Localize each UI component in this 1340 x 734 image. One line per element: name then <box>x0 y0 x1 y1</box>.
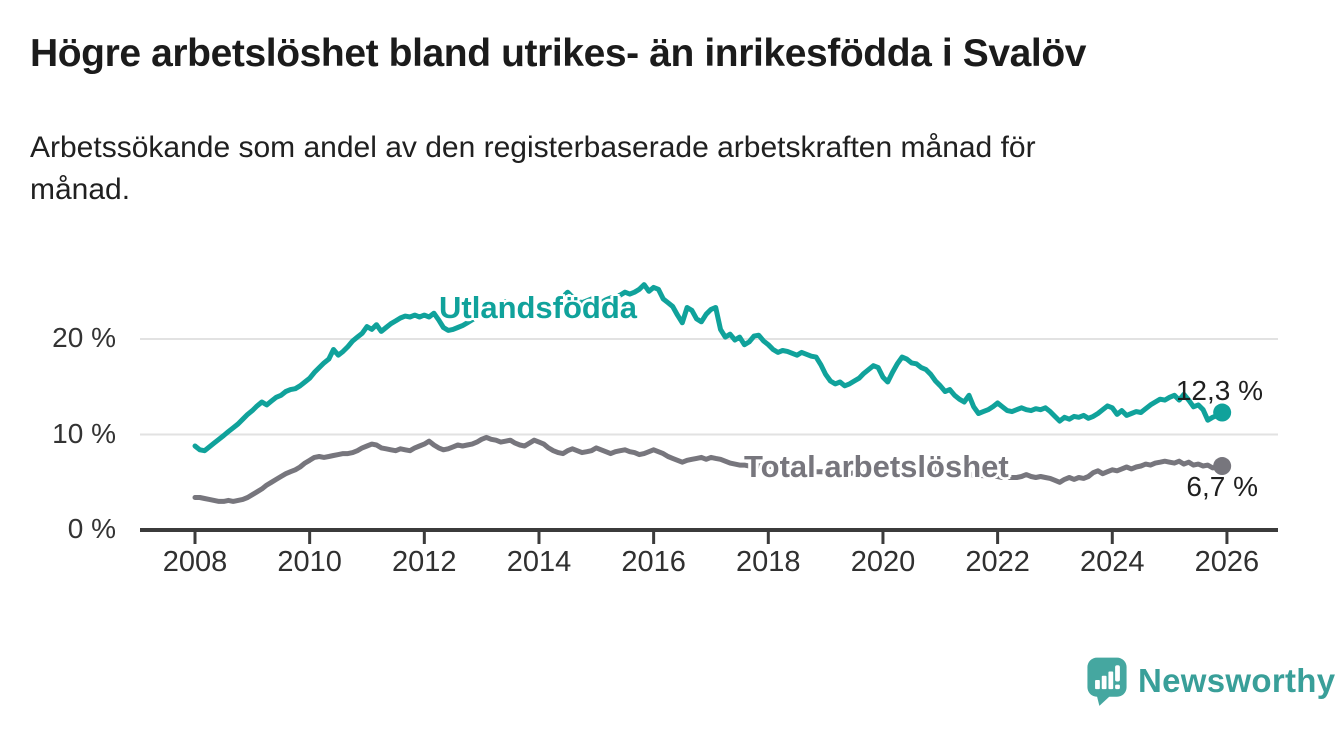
x-axis-tick-label: 2016 <box>621 546 686 578</box>
y-axis-tick-label: 0 % <box>67 513 116 544</box>
series-label-utlandsfodda: Utlandsfödda <box>439 290 638 325</box>
line-total-arbetsloshet <box>192 434 1225 504</box>
x-axis-tick-label: 2014 <box>506 546 572 578</box>
series-label-total-arbetsloshet: Total arbetslöshet <box>744 449 1009 484</box>
end-dot-utlandsfodda <box>1213 403 1232 422</box>
end-value-label-utlandsfodda: 12,3 % <box>1175 375 1263 406</box>
line-utlandsfodda <box>192 282 1225 454</box>
subtitle-line-2: månad. <box>30 173 131 206</box>
x-axis-tick-label: 2022 <box>965 546 1030 578</box>
x-axis-tick-label: 2024 <box>1080 546 1145 578</box>
subtitle-line-1: Arbetssökande som andel av den registerb… <box>30 131 1036 164</box>
x-axis-tick-label: 2026 <box>1194 546 1260 578</box>
x-axis-tick-label: 2020 <box>850 546 916 578</box>
x-axis-tick-label: 2018 <box>736 546 801 578</box>
end-value-label-total: 6,7 % <box>1186 471 1258 502</box>
x-axis-tick-label: 2012 <box>392 546 457 578</box>
chart-subtitle: Arbetssökande som andel av den registerb… <box>30 127 1250 211</box>
newsworthy-logo-text: Newsworthy <box>1138 662 1336 699</box>
y-axis-tick-label: 20 % <box>52 322 116 353</box>
page-title: Högre arbetslöshet bland utrikes- än inr… <box>30 32 1087 75</box>
bar-chart-speech-bubble-icon <box>1087 657 1127 706</box>
y-axis-tick-label: 10 % <box>52 417 116 449</box>
x-axis-tick-label: 2008 <box>162 546 228 578</box>
x-axis-tick-label: 2010 <box>277 546 342 578</box>
newsworthy-logo: Newsworthy <box>1086 656 1335 706</box>
end-dot-total <box>1213 457 1232 476</box>
